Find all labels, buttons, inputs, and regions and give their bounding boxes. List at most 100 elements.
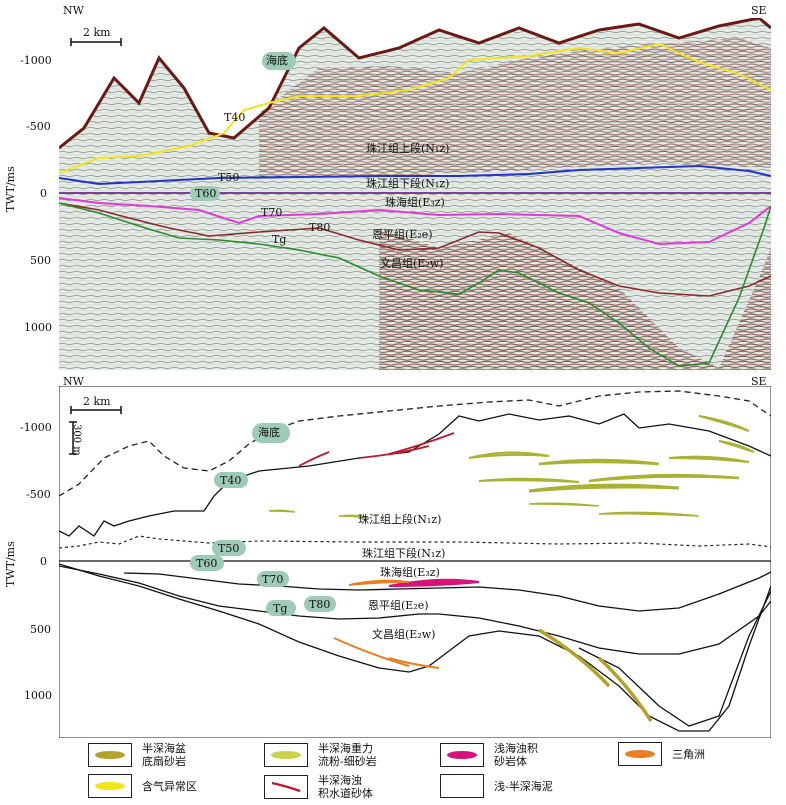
bottom-horizon-t70: T70 [262,573,284,586]
bottom-seafloor-label: 海底 [258,426,280,439]
gravity-flow-sand [718,440,755,453]
top-t60-bubble [190,186,220,201]
top-seafloor-label: 海底 [266,54,288,67]
gravity-flow-sand [598,511,700,517]
bottom-y-tick: -500 [26,488,51,501]
bottom-unit-enping: 恩平组(E₂e) [368,599,429,612]
legend-label: 浅-半深海泥 [494,779,553,793]
swatch-fill [271,781,301,793]
legend-item-mudstone: 浅-半深海泥 [440,774,553,798]
top-y-tick: 0 [40,187,47,200]
delta-sand [333,637,410,667]
top-seafloor-bubble [262,52,296,70]
bottom-t50-bubble [212,540,246,556]
swatch-fill [625,750,655,758]
legend-item-gas-anomaly: 含气异常区 [88,774,197,798]
gravity-flow-sand [528,502,600,507]
tg-boundary [59,563,771,732]
gravity-flow-sand [588,473,740,483]
top-se-label: SE [751,4,767,17]
shallow-turbidite-sand [388,578,480,587]
seismic-upper-layers [259,38,771,178]
legend-label: 半深海浊 积水道砂体 [318,774,373,800]
top-horizon-t40: T40 [224,111,246,124]
swatch-mudstone [440,774,484,798]
channel-sand [388,432,455,455]
top-unit-zhujiang-upper: 珠江组上段(N₁z) [366,142,450,155]
seismic-panel: NW SE TWT/ms -1000 -500 0 500 1000 [0,0,786,372]
swatch-shallow-turbidite [447,751,477,759]
channel-sand [358,445,430,459]
top-y-tick: 500 [30,254,51,267]
seafloor-reflector [59,18,771,150]
bottom-vscale-label: 300 m [71,424,82,456]
gravity-flow-sand [668,455,750,463]
gravity-flow-sand [268,509,296,513]
bottom-t70-bubble [257,571,289,587]
bottom-t40-bubble [214,472,248,488]
top-y-tick: -1000 [20,54,52,67]
legend: 半深海盆 底扇砂岩 半深海重力 流粉-细砂岩 浅海浊积 砂岩体 三角洲 含气异常… [0,736,786,805]
bottom-horizon-t60: T60 [196,557,218,570]
top-horizon-t50: T50 [218,171,240,184]
seismic-section [59,18,771,370]
basin-floor-fan-sand [538,628,611,688]
gravity-flow-sand [478,477,580,483]
scale-bar [70,38,122,46]
bottom-horizon-t80: T80 [309,598,331,611]
bottom-horizon-t50: T50 [218,542,240,555]
gravity-flow-sand [698,415,750,432]
top-y-tick: 1000 [24,321,52,334]
delta-sand [388,657,440,669]
swatch-delta [625,750,655,758]
channel-sand [298,451,330,467]
legend-label: 半深海重力 流粉-细砂岩 [318,742,377,768]
swatch-channel-sand [271,781,301,793]
legend-item-delta: 三角洲 [618,742,705,766]
tg-line [59,202,771,367]
bottom-unit-zhujiang-upper: 珠江组上段(N₁z) [358,513,442,526]
legend-label: 含气异常区 [142,779,197,793]
legend-item-gravity-flow: 半深海重力 流粉-细砂岩 [264,742,377,768]
swatch-fill [95,751,125,759]
top-nw-label: NW [63,4,84,17]
bottom-unit-wenchang: 文昌组(E₂w) [372,628,436,641]
swatch-gas-anomaly [95,782,125,790]
swatch-fill [447,751,477,759]
top-horizon-t70: T70 [261,206,283,219]
top-horizon-tg: Tg [272,233,287,246]
legend-item-channel-sand: 半深海浊 积水道砂体 [264,774,373,800]
bottom-y-tick: 500 [30,623,51,636]
gravity-flow-sand [538,458,660,466]
gravity-flow-sand [338,514,370,519]
swatch-fill [271,751,301,759]
bottom-y-tick: 0 [40,555,47,568]
bottom-nw-label: NW [63,375,84,388]
top-unit-wenchang: 文昌组(E₂w) [380,257,444,270]
bottom-scale-label: 2 km [83,395,111,408]
bottom-t80-bubble [304,596,336,612]
top-unit-enping: 恩平组(E₂e) [372,228,433,241]
bottom-tg-bubble [266,600,296,616]
top-unit-zhujiang-lower: 珠江组下段(N₁z) [366,177,450,190]
legend-label: 半深海盆 底扇砂岩 [142,742,186,768]
delta-sand [348,579,410,586]
v-scale-bar [69,421,77,455]
gravity-flow-sand [468,451,550,459]
bottom-se-label: SE [751,375,767,388]
top-horizon-t80: T80 [309,221,331,234]
top-y-tick: -500 [26,120,51,133]
t80-boundary [59,565,771,655]
top-horizon-t60: T60 [195,187,217,200]
top-y-axis-label: TWT/ms [4,166,17,212]
bottom-t60-bubble [190,555,224,571]
bottom-horizon-tg: Tg [273,602,288,615]
top-scale-label: 2 km [83,26,111,39]
bottom-unit-zhujiang-lower: 珠江组下段(N₁z) [362,547,446,560]
swatch-fill [95,782,125,790]
seafloor-dashed [59,390,771,497]
t80-line [59,202,771,297]
interpretation-section [59,386,771,738]
bottom-y-tick: -1000 [20,421,52,434]
legend-item-shallow-turbidite: 浅海浊积 砂岩体 [440,742,538,768]
